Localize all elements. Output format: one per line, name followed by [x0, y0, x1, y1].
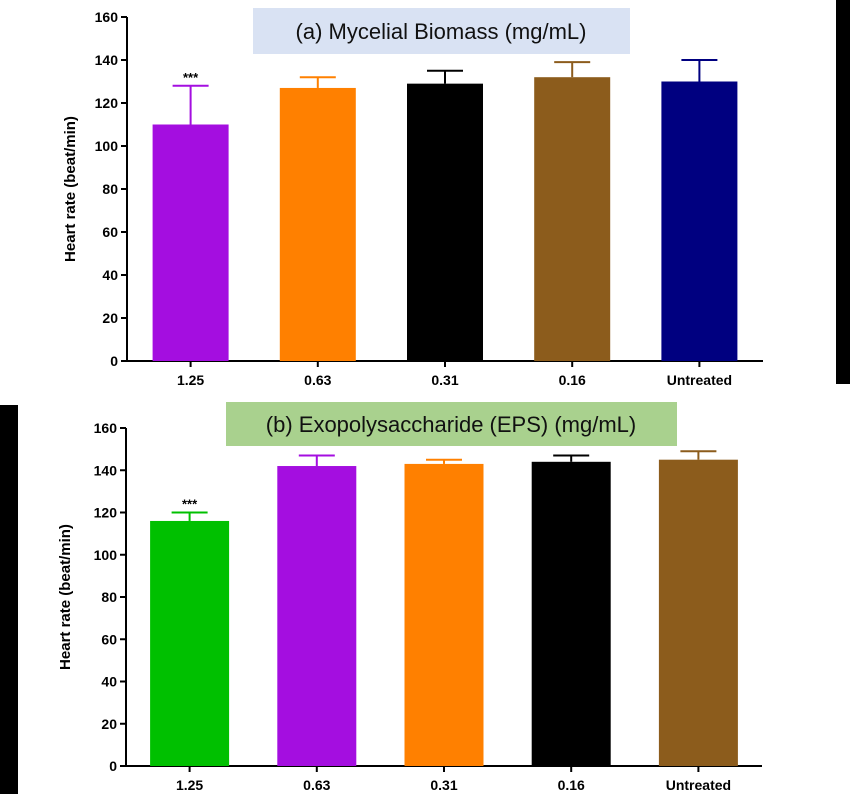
chart-b-y-tick-label: 160 [94, 420, 118, 436]
chart-b-category-label: Untreated [666, 777, 731, 793]
chart-a-title-box [253, 8, 630, 54]
chart-a-y-tick-label: 120 [95, 95, 119, 111]
chart-b-y-tick-label: 60 [101, 631, 117, 647]
chart-a-bar [152, 124, 229, 361]
chart-a-significance-label: *** [183, 70, 199, 85]
chart-a-y-tick-label: 0 [110, 353, 118, 369]
chart-b-bar [658, 459, 738, 766]
chart-a-y-tick-label: 60 [102, 224, 118, 240]
chart-b-bars: *** [150, 450, 738, 766]
chart-a-y-tick-label: 100 [95, 138, 119, 154]
chart-b-category-label: 1.25 [176, 777, 203, 793]
chart-a-title: (a) Mycelial Biomass (mg/mL) [296, 19, 587, 44]
chart-a-bar [407, 83, 483, 362]
chart-b-bar [150, 520, 230, 766]
chart-a-bars: *** [152, 59, 738, 362]
chart-a-category-label: 0.16 [559, 372, 586, 388]
chart-b-title-box [226, 402, 677, 446]
chart-b-y-tick-label: 40 [101, 674, 117, 690]
chart-a-bar [279, 87, 356, 361]
chart-a-category-label: Untreated [667, 372, 732, 388]
chart-a-ylabel: Heart rate (beat/min) [62, 116, 79, 262]
chart-b-bar [404, 463, 484, 766]
chart-b-significance-label: *** [182, 497, 198, 512]
chart-a-y-tick-label: 40 [102, 267, 118, 283]
chart-a-bar [661, 81, 738, 361]
chart-a-y-tick-label: 80 [102, 181, 118, 197]
chart-b-y-tick-label: 100 [94, 547, 118, 563]
black-strip-left [0, 405, 18, 794]
chart-b-y-tick-label: 140 [94, 462, 118, 478]
chart-a-y-tick-label: 140 [95, 52, 119, 68]
chart-b-category-label: 0.16 [558, 777, 585, 793]
chart-b-y-tick-label: 0 [109, 758, 117, 774]
chart-a-bar [534, 77, 611, 361]
chart-a-category-label: 0.31 [431, 372, 458, 388]
chart-b-y-tick-label: 20 [101, 716, 117, 732]
chart-b-ylabel: Heart rate (beat/min) [57, 524, 74, 670]
chart-b-title: (b) Exopolysaccharide (EPS) (mg/mL) [266, 412, 636, 437]
chart-b-category-label: 0.63 [303, 777, 330, 793]
chart-b-bar [531, 461, 611, 766]
chart-b-category-label: 0.31 [430, 777, 457, 793]
chart-a-category-label: 1.25 [177, 372, 204, 388]
chart-b-y-tick-label: 120 [94, 505, 118, 521]
chart-a-y-tick-label: 20 [102, 310, 118, 326]
chart-a-y-tick-label: 160 [95, 9, 119, 25]
chart-a-category-label: 0.63 [304, 372, 331, 388]
chart-b: (b) Exopolysaccharide (EPS) (mg/mL) Hear… [57, 402, 762, 793]
chart-b-y-tick-label: 80 [101, 589, 117, 605]
black-strip-right [836, 0, 850, 384]
chart-b-bar [277, 466, 357, 766]
chart-a: (a) Mycelial Biomass (mg/mL) Heart rate … [62, 8, 763, 388]
